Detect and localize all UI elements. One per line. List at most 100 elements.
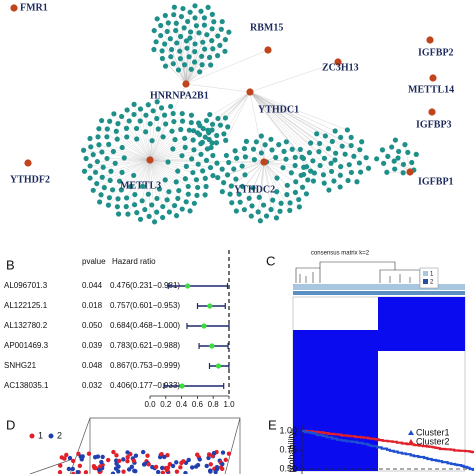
member-node (115, 196, 121, 202)
member-node (268, 136, 274, 142)
member-node (164, 28, 170, 35)
member-node (310, 178, 317, 184)
gene-name: AL132780.2 (4, 321, 48, 330)
scatter-point (133, 468, 138, 474)
member-node (200, 168, 206, 174)
member-node (183, 163, 189, 170)
member-node (321, 180, 327, 186)
edge (387, 156, 411, 173)
edge (144, 159, 151, 210)
hub-node (334, 58, 342, 66)
member-node (99, 149, 105, 155)
member-node (179, 110, 185, 117)
member-node (104, 155, 110, 162)
p-value: 0.048 (82, 361, 103, 370)
x-tick-label: 0.2 (160, 400, 172, 409)
member-node (314, 131, 320, 137)
member-node (233, 176, 239, 182)
member-node (200, 125, 206, 132)
edge (235, 150, 265, 163)
scatter-point (189, 465, 195, 470)
column-header: pvalue (82, 257, 106, 266)
member-node (132, 191, 138, 198)
member-node (121, 155, 127, 161)
member-node (191, 200, 197, 206)
edge (149, 159, 203, 171)
edge (149, 159, 187, 202)
member-node (126, 118, 132, 124)
member-node (195, 161, 201, 167)
member-node (413, 151, 419, 157)
member-node (236, 191, 242, 197)
member-node (106, 195, 113, 201)
scatter-point (162, 454, 167, 460)
member-node (280, 165, 286, 171)
edge (149, 159, 163, 207)
scatter-point (126, 467, 132, 472)
scatter-point (208, 462, 213, 467)
edge (180, 36, 187, 85)
member-node (177, 48, 183, 54)
edge (149, 159, 198, 188)
edge (225, 91, 251, 141)
edge (129, 120, 151, 161)
hub-node (182, 80, 190, 88)
member-node (301, 171, 307, 178)
member-node (185, 191, 191, 197)
edge (149, 159, 155, 222)
scatter-point (165, 452, 170, 458)
member-node (154, 209, 160, 215)
member-node (209, 11, 215, 17)
scatter-point (133, 453, 139, 458)
hazard-ratio-text: 0.867(0.753−0.999) (110, 361, 180, 370)
scatter-point (206, 455, 211, 461)
p-value: 0.044 (82, 281, 103, 290)
member-node (100, 164, 106, 170)
survival-curve (302, 429, 474, 471)
member-node (203, 157, 210, 163)
legend-swatch (423, 279, 428, 284)
member-node (338, 134, 344, 141)
member-node (392, 166, 398, 172)
member-node (123, 125, 130, 131)
scatter-point (141, 462, 147, 467)
y-tick-label: 0.75 (279, 444, 297, 454)
panel-letter: D (6, 417, 15, 432)
member-node (145, 102, 151, 108)
member-node (217, 42, 223, 48)
member-node (160, 203, 166, 210)
edge (149, 159, 177, 183)
member-node (283, 156, 289, 162)
scatter-point (220, 450, 226, 455)
edge (249, 91, 336, 132)
member-node (191, 147, 197, 153)
scatter-point (96, 467, 102, 472)
legend-marker (48, 433, 54, 439)
edge (149, 132, 198, 161)
member-node (305, 177, 311, 183)
member-node (187, 29, 194, 35)
member-node (201, 22, 207, 28)
member-node (158, 22, 164, 29)
scatter-point (92, 465, 97, 471)
y-tick-label: 0.50 (279, 463, 297, 473)
member-node (158, 105, 165, 111)
scatter-point (71, 471, 76, 474)
member-node (193, 23, 200, 29)
hazard-ratio-point (185, 283, 191, 289)
member-node (119, 113, 125, 120)
member-node (204, 32, 210, 38)
member-node (143, 129, 149, 135)
member-node (221, 131, 227, 137)
member-node (226, 29, 232, 35)
panel-letter: C (266, 253, 275, 268)
member-node (81, 168, 88, 174)
member-node (251, 157, 257, 163)
member-node (168, 103, 174, 110)
edge (140, 108, 151, 161)
member-node (194, 192, 200, 198)
y-tick-label: 1.00 (279, 425, 297, 435)
member-node (296, 204, 302, 210)
hub-node (24, 159, 32, 167)
member-node (154, 115, 160, 122)
